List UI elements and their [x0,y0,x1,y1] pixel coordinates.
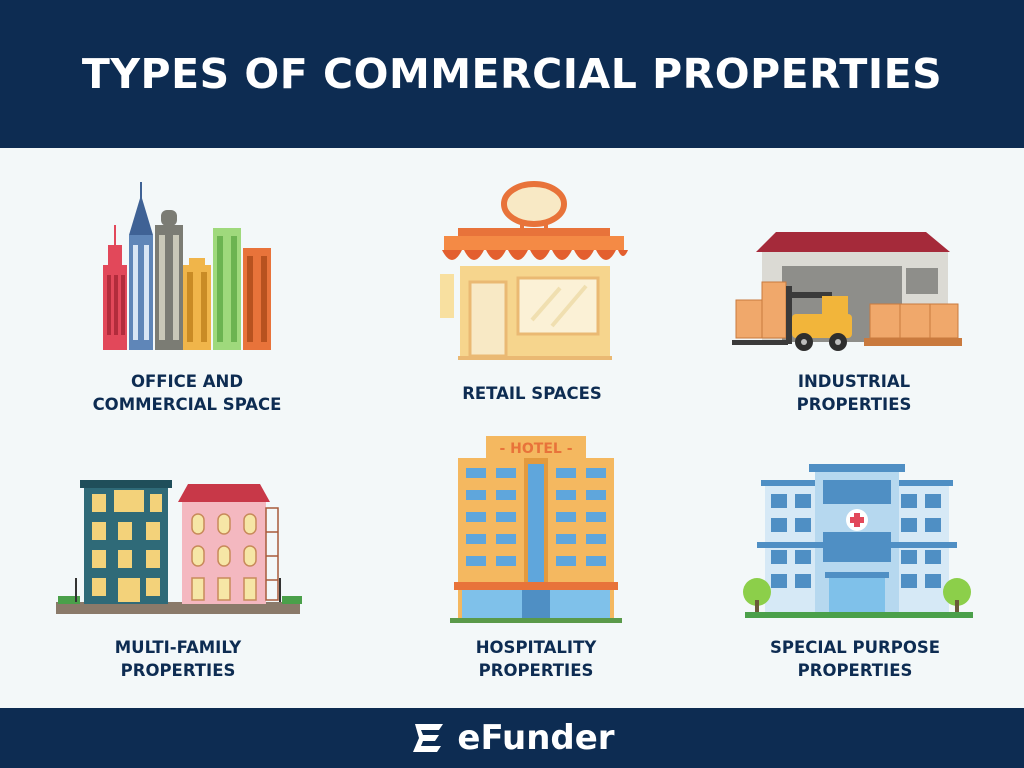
card-industrial: INDUSTRIAL PROPERTIES [704,170,1004,430]
special-purpose-label-line-2: PROPERTIES [797,661,913,680]
hospitality-label: HOSPITALITY PROPERTIES [386,636,686,682]
retail-label: RETAIL SPACES [382,382,682,405]
industrial-label: INDUSTRIAL PROPERTIES [704,370,1004,416]
apartment-buildings-icon [56,480,302,614]
multi-family-label: MULTI-FAMILY PROPERTIES [28,636,328,682]
header-banner: TYPES OF COMMERCIAL PROPERTIES [0,0,1024,148]
industrial-label-line-1: INDUSTRIAL [797,372,911,391]
multi-family-label-line-2: PROPERTIES [120,661,236,680]
hotel-sign: - HOTEL - [499,441,572,457]
hotel-building-icon: - HOTEL - [450,436,622,623]
brand-logo: eFunder [409,718,615,758]
office-label: OFFICE AND COMMERCIAL SPACE [37,370,337,416]
card-retail: RETAIL SPACES [382,170,682,430]
retail-label-line-1: RETAIL SPACES [462,384,602,403]
hospital-icon [743,464,973,618]
card-hospitality: - HOTEL - HOSPITALITY PROPERTIES [386,432,686,692]
special-purpose-label-line-1: SPECIAL PURPOSE [770,638,940,657]
warehouse-forklift-icon [732,232,962,351]
office-label-line-1: OFFICE AND [130,372,244,391]
office-buildings-icon [103,182,271,350]
storefront-icon [440,181,628,360]
industrial-label-line-2: PROPERTIES [796,395,912,414]
card-office: OFFICE AND COMMERCIAL SPACE [37,170,337,430]
footer-banner: eFunder [0,708,1024,768]
hospitality-label-line-2: PROPERTIES [478,661,594,680]
page-title: TYPES OF COMMERCIAL PROPERTIES [81,50,943,98]
brand-name: eFunder [457,718,615,758]
card-special-purpose: SPECIAL PURPOSE PROPERTIES [705,432,1005,692]
hospitality-label-line-1: HOSPITALITY [475,638,597,657]
special-purpose-label: SPECIAL PURPOSE PROPERTIES [705,636,1005,682]
office-label-line-2: COMMERCIAL SPACE [92,395,282,414]
efunder-logo-icon [413,724,444,752]
multi-family-label-line-1: MULTI-FAMILY [114,638,242,657]
card-multi-family: MULTI-FAMILY PROPERTIES [28,432,328,692]
